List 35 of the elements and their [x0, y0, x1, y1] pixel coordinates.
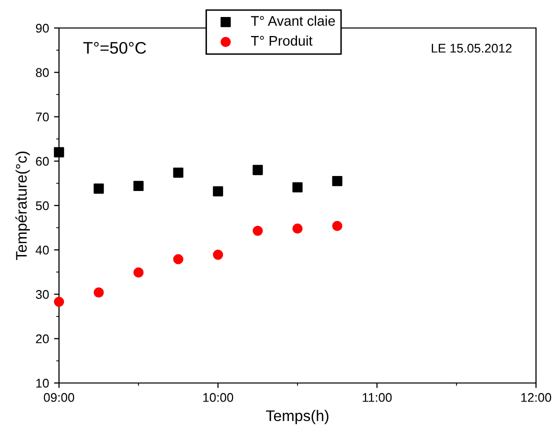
x-tick-label: 10:00 — [203, 393, 234, 402]
legend-label: T° Avant claie — [250, 16, 335, 26]
annotation: LE 15.05.2012 — [432, 44, 512, 53]
point — [133, 180, 144, 192]
x-axis-title: Temps(h) — [266, 410, 328, 424]
y-tick-label: 20 — [36, 334, 49, 344]
point — [173, 168, 184, 178]
y-tick-label: 30 — [36, 290, 49, 299]
point — [94, 184, 104, 194]
point — [332, 176, 342, 186]
y-tick-label: 90 — [36, 24, 49, 33]
legend-label: T° Produit — [250, 36, 312, 46]
point — [292, 223, 303, 234]
point — [54, 296, 64, 307]
point — [252, 226, 263, 236]
point — [292, 182, 303, 192]
y-tick-label: 70 — [36, 112, 49, 122]
y-tick-label: 60 — [36, 156, 49, 166]
point — [54, 147, 64, 158]
x-tick-label: 12:00 — [521, 393, 552, 402]
point — [332, 220, 342, 231]
point — [252, 164, 263, 176]
y-tick-label: 80 — [36, 68, 49, 78]
y-axis-title: Température(°c) — [15, 152, 30, 260]
point — [94, 287, 104, 298]
y-tick-label: 40 — [36, 246, 49, 255]
y-tick-label: 10 — [36, 378, 49, 388]
x-tick-label: 11:00 — [362, 393, 392, 402]
point — [133, 267, 144, 278]
y-tick-label: 50 — [36, 201, 49, 210]
annotation: T°=50°C — [83, 42, 146, 54]
x-tick-label: 09:00 — [44, 393, 74, 402]
point — [212, 250, 224, 260]
point — [173, 254, 184, 264]
point — [212, 186, 224, 196]
